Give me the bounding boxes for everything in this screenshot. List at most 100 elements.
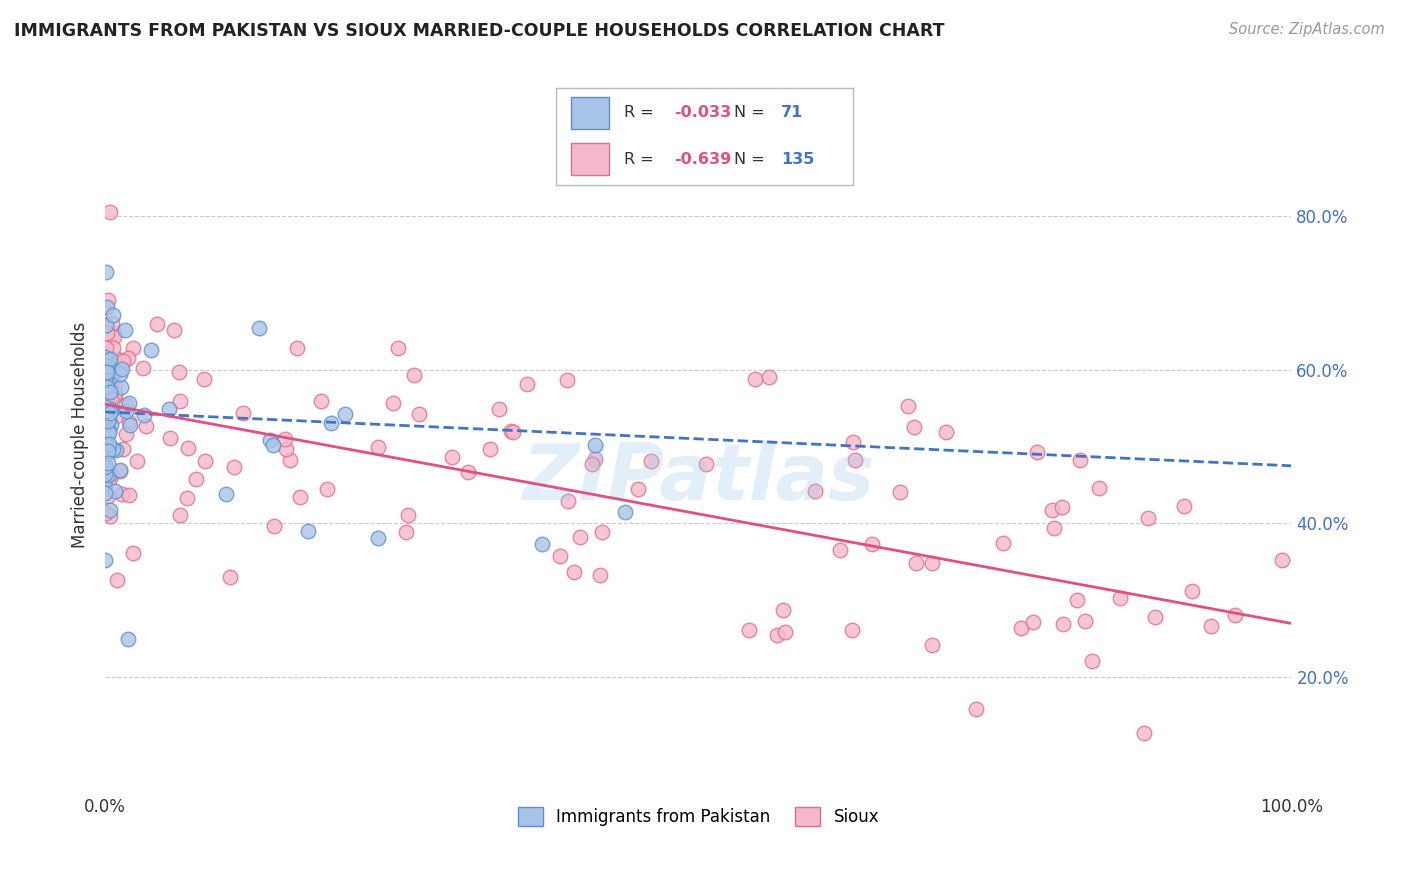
Point	[96, 379, 118, 393]
Point	[297, 524, 319, 538]
Point	[108, 464, 131, 478]
Point	[97, 425, 120, 440]
Point	[440, 450, 463, 465]
Point	[478, 442, 501, 457]
Point	[488, 402, 510, 417]
Point	[97, 352, 120, 367]
Point	[614, 506, 637, 520]
Point	[98, 364, 121, 378]
Point	[557, 494, 579, 508]
Point	[889, 485, 911, 500]
Point	[259, 433, 281, 447]
Point	[744, 371, 766, 385]
Point	[101, 442, 124, 457]
Point	[765, 628, 787, 642]
Point	[548, 549, 571, 564]
Point	[581, 458, 603, 472]
Point	[177, 441, 200, 455]
Point	[94, 438, 117, 452]
Point	[184, 472, 207, 486]
Point	[139, 343, 162, 357]
Point	[97, 361, 120, 376]
Point	[94, 553, 117, 567]
Point	[94, 467, 117, 481]
Point	[94, 458, 117, 473]
Point	[121, 546, 143, 560]
Point	[96, 392, 118, 407]
Point	[176, 491, 198, 506]
Point	[101, 373, 124, 387]
Point	[841, 623, 863, 637]
Point	[110, 487, 132, 501]
Point	[100, 401, 122, 416]
Point	[97, 376, 120, 390]
Point	[118, 488, 141, 502]
Point	[94, 438, 117, 452]
Point	[103, 326, 125, 340]
Point	[738, 624, 761, 638]
Point	[167, 365, 190, 379]
Point	[1050, 500, 1073, 515]
Point	[408, 407, 430, 421]
Point	[402, 368, 425, 382]
Point	[169, 393, 191, 408]
Point	[1025, 445, 1047, 459]
Point	[569, 530, 592, 544]
Point	[273, 432, 295, 446]
Point	[101, 316, 124, 330]
Point	[94, 400, 117, 414]
Point	[97, 293, 120, 307]
Point	[96, 404, 118, 418]
Point	[530, 537, 553, 551]
Point	[100, 467, 122, 481]
Point	[1052, 617, 1074, 632]
Point	[215, 486, 238, 500]
Point	[98, 412, 121, 426]
Point	[222, 460, 245, 475]
Point	[135, 418, 157, 433]
Point	[276, 442, 298, 456]
Point	[557, 373, 579, 387]
Point	[117, 632, 139, 646]
Point	[842, 435, 865, 450]
Point	[381, 396, 404, 410]
Point	[94, 486, 117, 500]
Point	[921, 556, 943, 570]
Point	[247, 321, 270, 335]
Point	[118, 395, 141, 409]
Point	[772, 603, 794, 617]
Point	[1132, 726, 1154, 740]
Point	[1144, 609, 1167, 624]
Point	[1223, 607, 1246, 622]
Point	[103, 330, 125, 344]
Point	[367, 440, 389, 454]
Point	[98, 509, 121, 524]
Point	[98, 406, 121, 420]
Point	[94, 448, 117, 462]
Point	[991, 535, 1014, 549]
Point	[387, 341, 409, 355]
Point	[96, 365, 118, 379]
Point	[97, 489, 120, 503]
Point	[114, 323, 136, 337]
Point	[897, 399, 920, 413]
Point	[157, 401, 180, 416]
Point	[395, 525, 418, 540]
Point	[94, 422, 117, 436]
Point	[194, 454, 217, 468]
Point	[903, 419, 925, 434]
Point	[97, 378, 120, 392]
Text: Source: ZipAtlas.com: Source: ZipAtlas.com	[1229, 22, 1385, 37]
Point	[695, 458, 717, 472]
Point	[122, 341, 145, 355]
Point	[319, 416, 342, 430]
Point	[110, 380, 132, 394]
Point	[108, 367, 131, 381]
Point	[193, 372, 215, 386]
Point	[103, 363, 125, 377]
Point	[131, 360, 153, 375]
Point	[108, 463, 131, 477]
Point	[100, 392, 122, 407]
Point	[97, 414, 120, 428]
Point	[104, 387, 127, 401]
